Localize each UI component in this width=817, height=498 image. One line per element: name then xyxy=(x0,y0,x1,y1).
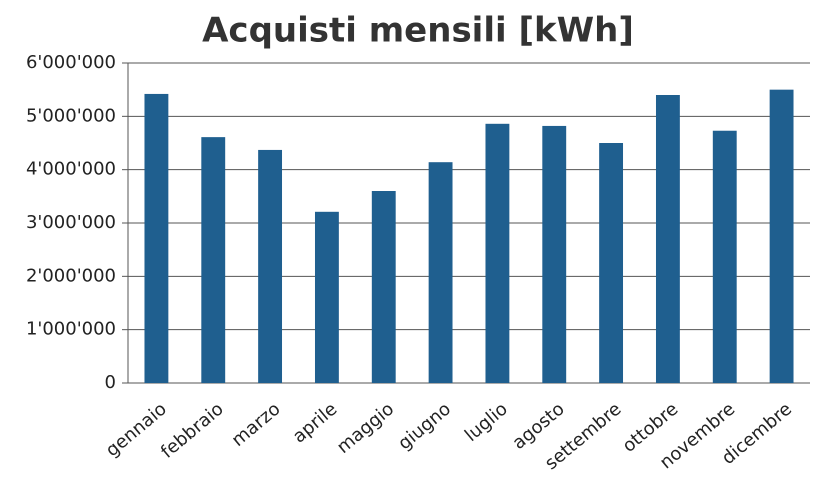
y-tick-label: 4'000'000 xyxy=(26,159,116,180)
bar xyxy=(542,125,567,383)
y-tick-label: 1'000'000 xyxy=(26,319,116,340)
bar xyxy=(258,149,283,383)
bar xyxy=(599,143,624,383)
bar xyxy=(655,95,680,383)
x-tick-label: giugno xyxy=(394,399,455,455)
bar xyxy=(428,162,453,383)
bar xyxy=(371,191,396,383)
y-tick-label: 3'000'000 xyxy=(26,212,116,233)
x-tick-label: maggio xyxy=(333,399,398,458)
y-tick-label: 6'000'000 xyxy=(26,52,116,73)
chart-title: Acquisti mensili [kWh] xyxy=(202,11,634,51)
y-tick-label: 0 xyxy=(105,372,116,393)
bar xyxy=(201,137,226,383)
bar xyxy=(314,211,339,383)
bar xyxy=(769,89,794,384)
y-tick-label: 5'000'000 xyxy=(26,105,116,126)
bar xyxy=(712,130,737,383)
x-tick-label: marzo xyxy=(228,399,285,451)
x-tick-label: febbraio xyxy=(157,399,228,463)
y-tick-label: 2'000'000 xyxy=(26,265,116,286)
bar xyxy=(144,93,169,383)
x-tick-label: aprile xyxy=(289,399,342,448)
bar xyxy=(485,123,510,384)
x-tick-label: luglio xyxy=(461,399,512,446)
